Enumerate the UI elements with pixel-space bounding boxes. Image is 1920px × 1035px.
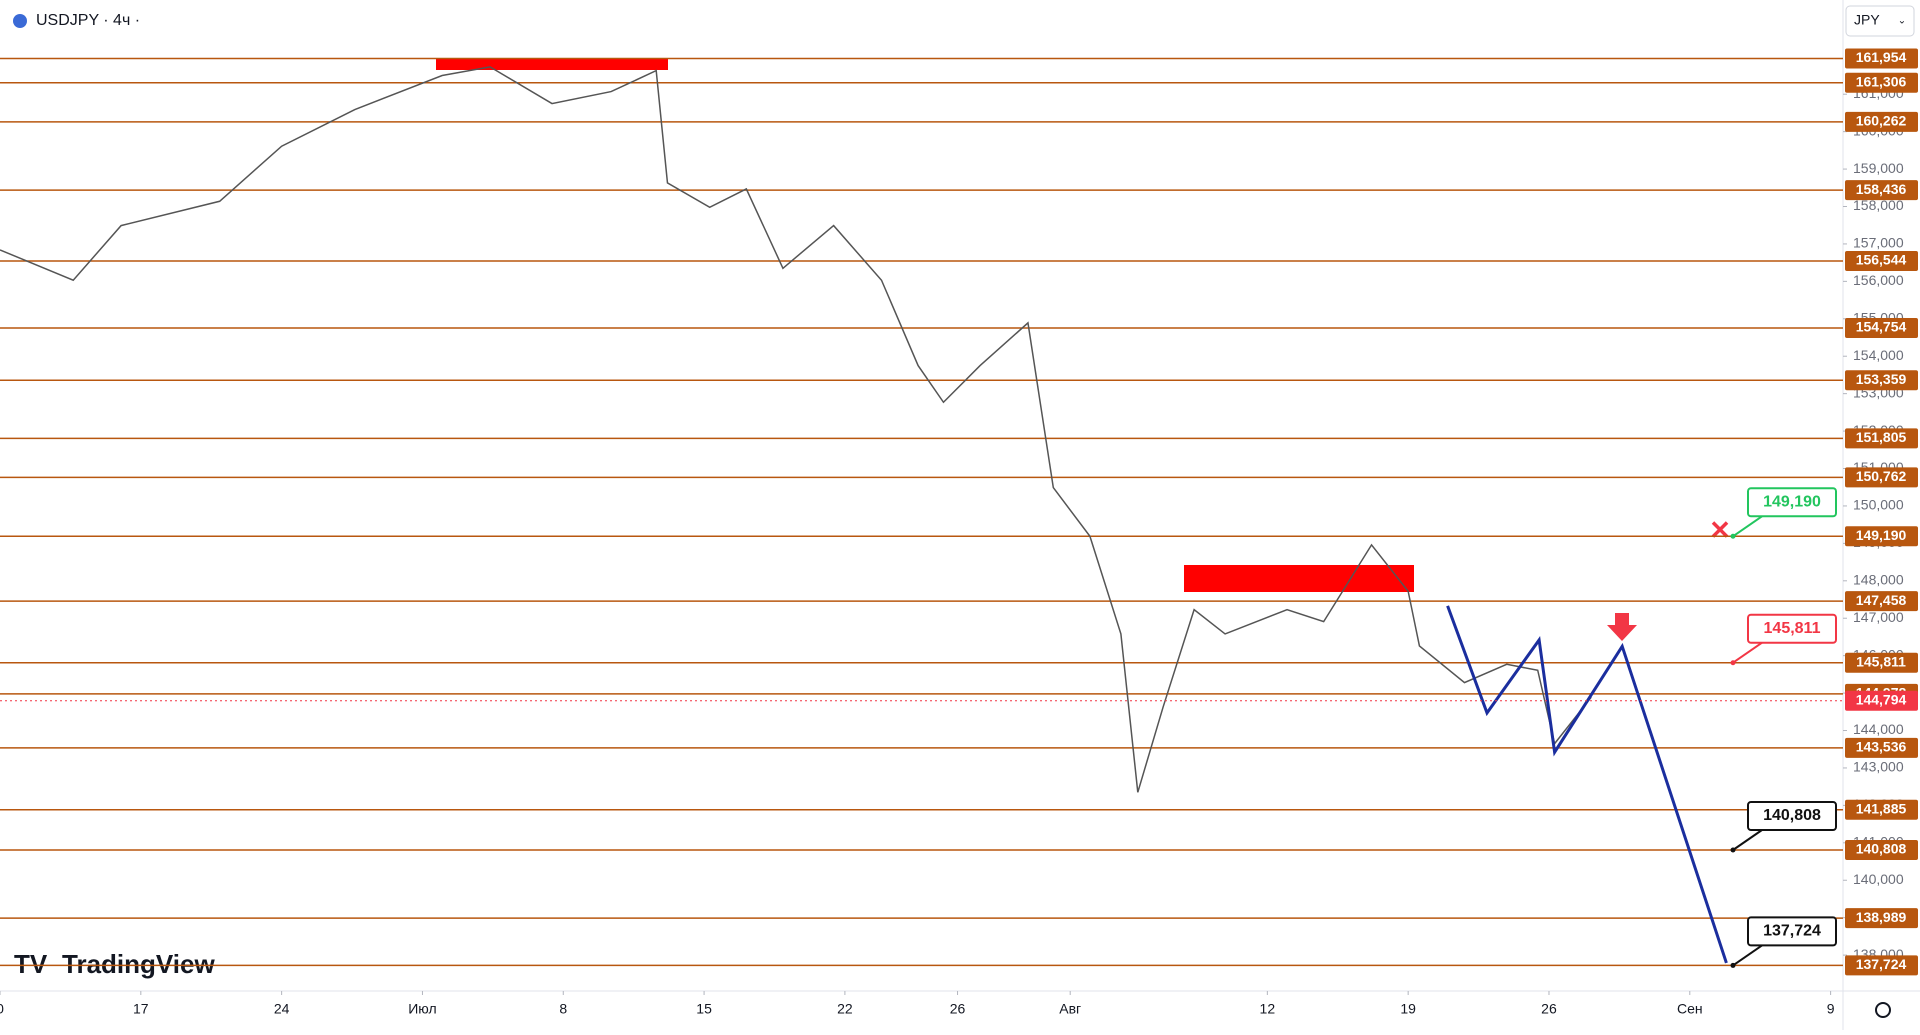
y-tick-label: 154,000 xyxy=(1853,347,1904,363)
y-tick-label: 147,000 xyxy=(1853,609,1904,625)
y-tick-label: 144,000 xyxy=(1853,721,1904,737)
x-tick-label: 0 xyxy=(0,1001,4,1017)
level-label: 138,989 xyxy=(1856,909,1907,925)
callout-box xyxy=(1747,613,1837,644)
callout-point xyxy=(1730,660,1736,666)
y-tick-label: 158,000 xyxy=(1853,197,1904,213)
callout-pointer xyxy=(1732,515,1763,538)
level-label: 154,754 xyxy=(1856,319,1907,335)
level-tag xyxy=(1845,111,1918,132)
x-tick-label: Сен xyxy=(1677,1001,1703,1017)
arrow-marker xyxy=(1607,613,1637,641)
level-label: 160,262 xyxy=(1856,113,1907,129)
level-label: 143,536 xyxy=(1856,739,1907,755)
currency[interactable]: JPY xyxy=(1854,12,1880,28)
callout-point xyxy=(1730,847,1736,853)
level-tag xyxy=(1845,467,1918,488)
flag-icon xyxy=(13,14,27,28)
settings-icon[interactable] xyxy=(1875,1002,1891,1018)
callout-pointer xyxy=(1732,944,1763,967)
x-tick-label: 8 xyxy=(559,1001,567,1017)
callout-point xyxy=(1730,533,1736,539)
level-label: 147,458 xyxy=(1856,592,1907,608)
level-label: 161,954 xyxy=(1856,49,1907,65)
zone xyxy=(1184,565,1414,592)
level-tag xyxy=(1845,318,1918,339)
x-tick-label: 9 xyxy=(1827,1001,1835,1017)
level-tag xyxy=(1845,840,1918,861)
level-label: 151,805 xyxy=(1856,429,1907,445)
zone xyxy=(436,58,668,70)
x-tick-label: 17 xyxy=(133,1001,149,1017)
y-tick-label: 159,000 xyxy=(1853,160,1904,176)
logo-mark: TV xyxy=(14,949,48,979)
callout-point xyxy=(1730,962,1736,968)
level-label: 161,306 xyxy=(1856,73,1907,89)
chevron[interactable]: ⌄ xyxy=(1898,16,1906,27)
currency-box[interactable] xyxy=(1845,5,1915,37)
logo: TV TradingView xyxy=(14,949,215,979)
symbol: USDJPY · 4ч · xyxy=(36,12,140,29)
brand: TradingView xyxy=(62,949,215,979)
level-label: 150,762 xyxy=(1856,468,1907,484)
level-tag xyxy=(1845,48,1918,69)
level-tag xyxy=(1845,428,1918,449)
level-label: 137,724 xyxy=(1856,956,1907,972)
callout-label: 140,808 xyxy=(1763,807,1821,824)
projection-line xyxy=(1446,605,1728,964)
y-tick-label: 140,000 xyxy=(1853,871,1904,887)
currency-select[interactable]: JPY ⌄ xyxy=(1845,5,1915,37)
x-tick-label: 24 xyxy=(274,1001,290,1017)
level-tag xyxy=(1845,908,1918,929)
callout-box xyxy=(1747,916,1837,947)
callout-box xyxy=(1747,487,1837,518)
level-tag xyxy=(1845,526,1918,547)
level-tag xyxy=(1845,72,1918,93)
level-tag xyxy=(1845,799,1918,820)
y-tick-label: 143,000 xyxy=(1853,759,1904,775)
last-price-label: 144,794 xyxy=(1856,692,1907,708)
level-tag xyxy=(1845,251,1918,272)
y-tick-label: 156,000 xyxy=(1853,272,1904,288)
level-tag xyxy=(1845,180,1918,201)
x-tick-label: Авг xyxy=(1059,1001,1081,1017)
level-label: 141,885 xyxy=(1856,800,1907,816)
y-tick-label: 150,000 xyxy=(1853,497,1904,513)
level-label: 156,544 xyxy=(1856,252,1907,268)
level-label: 149,190 xyxy=(1856,527,1907,543)
callout-pointer xyxy=(1732,829,1763,851)
level-tag xyxy=(1845,591,1918,612)
level-label: 140,808 xyxy=(1856,841,1907,857)
level-tag xyxy=(1845,652,1918,673)
callout-box xyxy=(1747,801,1837,832)
price-line xyxy=(0,66,1592,793)
x-tick-label: 15 xyxy=(696,1001,712,1017)
level-tag xyxy=(1845,955,1918,976)
level-label: 145,811 xyxy=(1856,653,1906,669)
x-tick-label: 12 xyxy=(1260,1001,1276,1017)
y-tick-label: 157,000 xyxy=(1853,235,1904,251)
y-tick-label: 148,000 xyxy=(1853,572,1904,588)
callout-label: 137,724 xyxy=(1763,923,1821,940)
level-tag xyxy=(1845,370,1918,391)
x-tick-label: 22 xyxy=(837,1001,853,1017)
level-label: 153,359 xyxy=(1856,371,1907,387)
callout-label: 149,190 xyxy=(1763,493,1821,510)
header: USDJPY · 4ч · xyxy=(13,12,140,29)
x-tick-label: 26 xyxy=(950,1001,966,1017)
callout-pointer xyxy=(1732,641,1763,664)
level-label: 158,436 xyxy=(1856,181,1907,197)
x-tick-label: 19 xyxy=(1400,1001,1416,1017)
cross-marker: ✕ xyxy=(1709,515,1731,545)
x-tick-label: 26 xyxy=(1541,1001,1557,1017)
x-tick-label: Июл xyxy=(408,1001,436,1017)
last-price-tag xyxy=(1845,690,1918,711)
level-tag xyxy=(1845,737,1918,758)
callout-label: 145,811 xyxy=(1764,620,1821,637)
